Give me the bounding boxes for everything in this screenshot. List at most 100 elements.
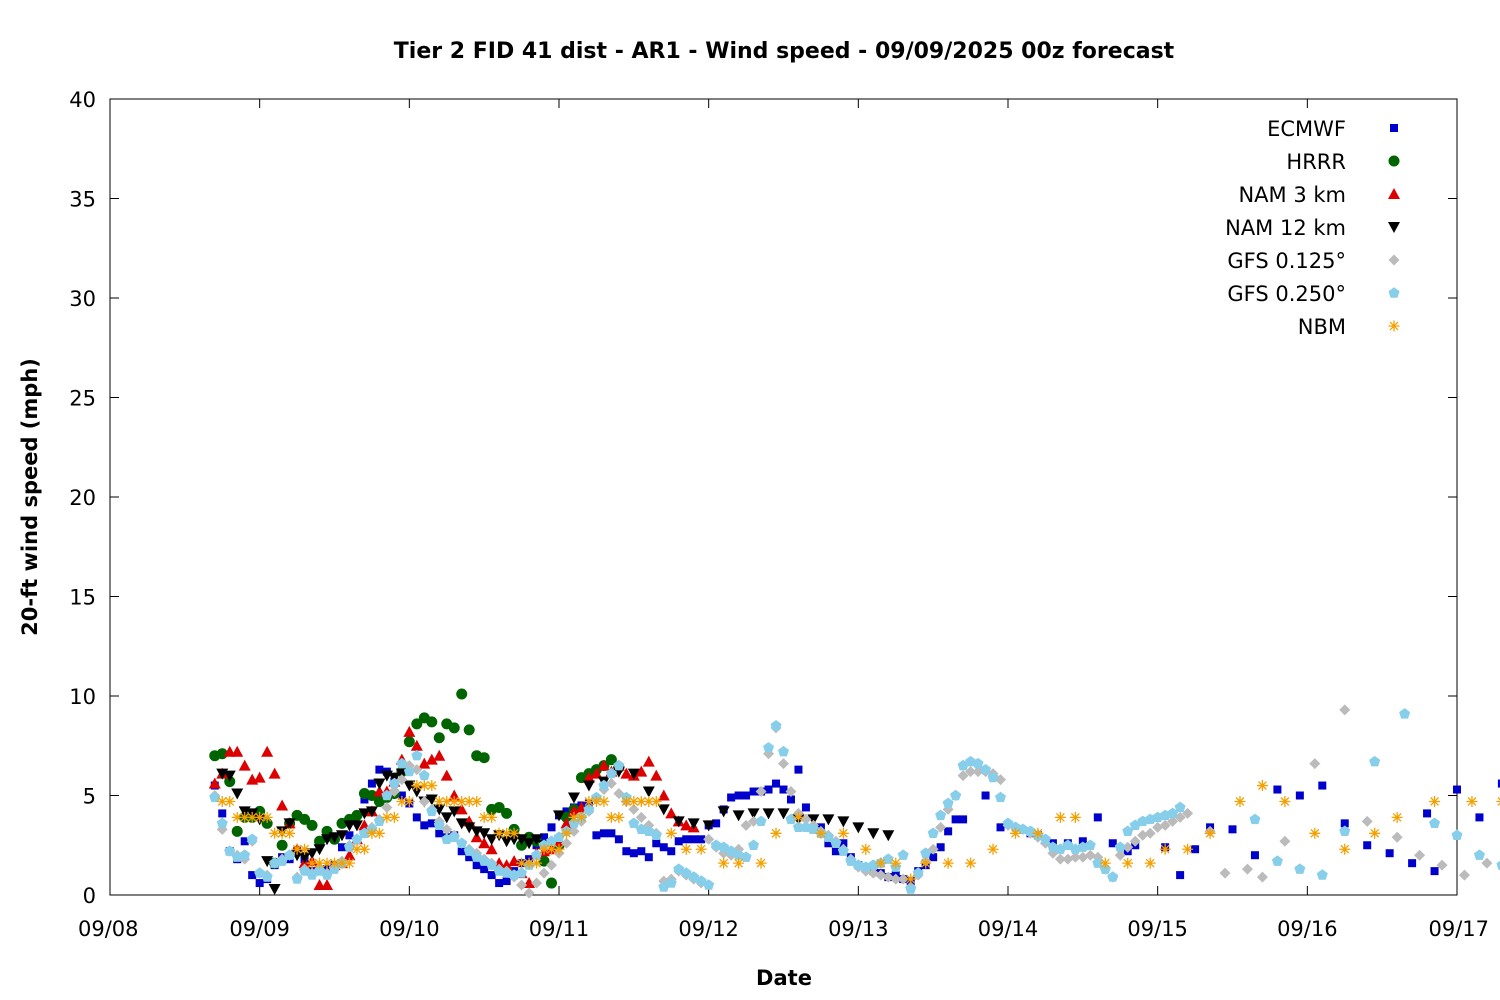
data-point-ecmwf xyxy=(772,779,781,788)
data-point-gfs-0-250 xyxy=(755,815,767,827)
data-point-ecmwf xyxy=(644,853,653,862)
data-point-hrrr xyxy=(493,801,505,813)
data-point-ecmwf xyxy=(1497,779,1500,788)
y-tick-label: 15 xyxy=(69,586,96,610)
data-point-ecmwf xyxy=(1453,785,1461,794)
data-point-nbm xyxy=(448,795,460,807)
data-point-gfs-0-250 xyxy=(516,867,528,878)
data-point-nbm xyxy=(351,843,363,855)
chart-title: Tier 2 FID 41 dist - AR1 - Wind speed - … xyxy=(394,39,1175,64)
data-point-gfs-0-125 xyxy=(635,811,647,823)
data-point-gfs-0-125 xyxy=(418,795,430,807)
data-point-ecmwf xyxy=(1176,871,1185,880)
data-point-nam-12-km xyxy=(328,832,341,844)
data-point-hrrr xyxy=(433,732,445,744)
data-point-nbm xyxy=(231,811,243,823)
data-point-nbm xyxy=(299,843,311,855)
data-point-gfs-0-250 xyxy=(650,829,662,840)
data-point-nbm xyxy=(1234,795,1246,807)
data-point-ecmwf xyxy=(667,847,676,856)
data-point-gfs-0-125 xyxy=(965,766,977,778)
data-point-ecmwf xyxy=(607,829,616,838)
data-point-gfs-0-250 xyxy=(703,879,715,890)
data-point-nam-12-km xyxy=(463,822,476,834)
data-point-nam-12-km xyxy=(403,780,416,792)
data-point-ecmwf xyxy=(1318,781,1327,790)
data-point-gfs-0-125 xyxy=(890,873,902,885)
data-point-gfs-0-250 xyxy=(912,867,924,878)
data-point-gfs-0-250 xyxy=(291,873,303,884)
data-point-nbm xyxy=(1144,857,1156,869)
data-point-nam-3-km xyxy=(597,759,610,771)
data-point-ecmwf xyxy=(1228,825,1237,834)
data-point-nbm xyxy=(291,843,303,855)
data-point-gfs-0-250 xyxy=(418,769,430,781)
data-point-gfs-0-250 xyxy=(1473,849,1485,860)
data-point-nam-3-km xyxy=(650,769,663,781)
data-point-gfs-0-125 xyxy=(1414,849,1426,861)
data-point-ecmwf xyxy=(712,819,721,828)
data-point-nam-12-km xyxy=(306,848,319,860)
data-point-nam-12-km xyxy=(358,808,371,820)
data-point-nbm xyxy=(516,857,528,869)
data-point-gfs-0-125 xyxy=(1458,869,1470,881)
data-point-gfs-0-250 xyxy=(1369,755,1381,767)
data-point-nam-3-km xyxy=(261,745,274,757)
data-point-nbm xyxy=(590,795,602,807)
data-point-hrrr xyxy=(299,813,311,825)
data-point-nbm xyxy=(463,795,475,807)
legend-marker xyxy=(1390,124,1398,132)
data-point-nam-3-km xyxy=(410,739,423,751)
data-point-nam-3-km xyxy=(433,749,446,761)
data-point-gfs-0-250 xyxy=(1399,708,1411,719)
data-point-nbm xyxy=(755,857,767,869)
data-point-nbm xyxy=(246,811,258,823)
data-point-gfs-0-125 xyxy=(1122,841,1134,853)
data-point-hrrr xyxy=(314,835,326,847)
data-point-gfs-0-250 xyxy=(411,749,423,761)
legend-label: NAM 12 km xyxy=(1225,216,1346,240)
data-point-nbm xyxy=(531,857,543,869)
data-point-ecmwf xyxy=(360,795,369,804)
data-point-gfs-0-125 xyxy=(778,758,789,770)
data-point-nbm xyxy=(433,795,445,807)
x-tick-label: 09/11 xyxy=(529,917,590,941)
data-point-nbm xyxy=(920,857,932,869)
x-tick-label: 09/09 xyxy=(229,917,290,941)
data-point-ecmwf xyxy=(779,785,788,794)
data-point-gfs-0-250 xyxy=(792,821,804,833)
x-axis: 09/08 09/09 09/10 09/11 09/12 09/13 09/14 09/15… xyxy=(78,99,1489,941)
data-point-gfs-0-125 xyxy=(1054,853,1066,865)
data-point-gfs-0-250 xyxy=(1054,843,1066,854)
data-point-nbm xyxy=(987,843,999,855)
data-point-nam-12-km xyxy=(485,834,498,846)
data-point-nbm xyxy=(1032,827,1044,839)
x-tick-label: 09/13 xyxy=(828,917,889,941)
data-point-nbm xyxy=(314,857,326,869)
data-point-gfs-0-125 xyxy=(1481,857,1493,869)
data-point-gfs-0-125 xyxy=(531,877,543,889)
data-point-gfs-0-125 xyxy=(740,819,752,831)
data-point-nam-3-km xyxy=(620,767,633,779)
y-tick-label: 35 xyxy=(69,188,96,212)
data-point-nbm xyxy=(1256,780,1268,792)
data-point-ecmwf xyxy=(1423,809,1432,818)
data-point-gfs-0-125 xyxy=(935,821,947,833)
data-point-nam-12-km xyxy=(777,808,790,820)
data-point-nbm xyxy=(815,827,827,839)
data-point-nbm xyxy=(276,827,288,839)
data-point-nbm xyxy=(508,827,520,839)
data-point-nbm xyxy=(441,795,453,807)
data-point-gfs-0-250 xyxy=(224,845,236,856)
legend-marker xyxy=(1388,188,1400,199)
data-point-ecmwf xyxy=(981,791,990,800)
data-point-gfs-0-250 xyxy=(1107,871,1119,882)
legend-marker xyxy=(1388,320,1400,332)
data-point-nbm xyxy=(239,811,251,823)
legend-marker xyxy=(1388,222,1400,233)
x-tick-label: 09/12 xyxy=(678,917,739,941)
data-point-ecmwf xyxy=(367,779,376,788)
data-point-hrrr xyxy=(546,877,558,889)
data-point-nam-12-km xyxy=(515,834,528,846)
data-point-nam-3-km xyxy=(657,789,670,801)
